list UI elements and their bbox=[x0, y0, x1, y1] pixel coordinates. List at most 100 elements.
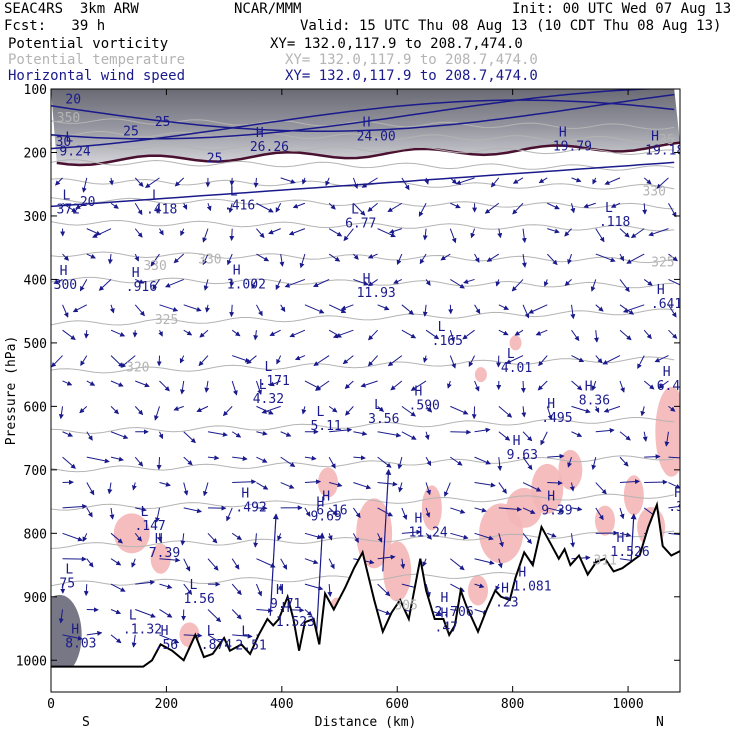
wind-vector bbox=[62, 504, 88, 509]
wind-vector bbox=[522, 482, 542, 492]
extremum-value-label: 24.00 bbox=[357, 129, 396, 144]
wind-vector bbox=[619, 279, 630, 293]
wind-vector bbox=[110, 583, 126, 592]
wind-vector bbox=[329, 427, 353, 433]
extremum-value-label: 8.03 bbox=[65, 637, 96, 652]
wind-vector bbox=[183, 583, 193, 595]
wind-vector bbox=[110, 431, 129, 440]
wind-vector bbox=[522, 507, 536, 514]
wind-vector bbox=[62, 456, 76, 469]
wind-vector bbox=[564, 279, 572, 286]
wind-vector bbox=[401, 177, 410, 191]
wind-vector bbox=[231, 380, 238, 396]
wind-vector bbox=[569, 482, 575, 492]
wind-vector bbox=[602, 355, 621, 365]
wind-vector bbox=[495, 583, 500, 592]
extremum-value-label: .47 bbox=[435, 621, 458, 636]
extremum-value-label: .492 bbox=[235, 501, 266, 516]
wind-vector bbox=[668, 503, 680, 509]
wind-vector bbox=[668, 253, 678, 262]
wind-vector bbox=[229, 228, 235, 242]
wind-vector bbox=[387, 355, 403, 367]
wind-vector bbox=[389, 228, 403, 234]
theta-label: 305 bbox=[394, 598, 417, 613]
wind-vector bbox=[256, 202, 274, 213]
wind-vector bbox=[301, 177, 307, 185]
wind-vector bbox=[377, 554, 396, 560]
y-tick-label: 400 bbox=[24, 273, 47, 288]
wind-vector bbox=[79, 279, 88, 292]
wind-vector bbox=[277, 533, 282, 541]
legend-wind-label: Horizontal wind speed bbox=[8, 68, 186, 84]
wind-vector bbox=[619, 479, 641, 485]
wind-vector bbox=[498, 329, 509, 336]
extremum-value-label: 3.56 bbox=[368, 412, 399, 427]
extremum-value-label: .165 bbox=[432, 334, 463, 349]
wind-vector bbox=[62, 253, 69, 261]
valid-time-label: Valid: 15 UTC Thu 08 Aug 13 (10 CDT Thu … bbox=[300, 18, 722, 34]
extremum-type-label: H bbox=[674, 486, 682, 501]
wind-vector bbox=[232, 355, 251, 363]
wind-vector bbox=[75, 202, 87, 209]
wind-vector bbox=[51, 355, 63, 368]
wind-vector bbox=[134, 533, 142, 542]
wind-vector bbox=[159, 557, 181, 563]
wind-vector bbox=[183, 507, 203, 514]
wind-vector bbox=[497, 558, 503, 569]
wind-vector bbox=[619, 532, 632, 538]
wind-vector bbox=[377, 456, 392, 468]
wind-vector bbox=[377, 405, 385, 412]
wind-vector bbox=[328, 228, 343, 237]
extremum-value-label: 6.16 bbox=[316, 503, 347, 518]
wind-vector bbox=[511, 279, 524, 292]
wind-speed-contour bbox=[51, 99, 675, 150]
wind-vector bbox=[603, 405, 621, 413]
x-tick-label: 1000 bbox=[612, 697, 643, 712]
wind-vector bbox=[424, 431, 430, 441]
wind-vector bbox=[304, 558, 319, 565]
wind-vector bbox=[418, 203, 427, 217]
wind-vector bbox=[425, 456, 432, 467]
wind-vector bbox=[110, 202, 119, 209]
wind-vector bbox=[202, 253, 209, 266]
y-tick-label: 200 bbox=[24, 146, 47, 161]
wind-vector bbox=[79, 406, 88, 414]
wind-vector bbox=[595, 507, 604, 521]
wind-vector bbox=[256, 558, 276, 568]
wind-vector bbox=[604, 177, 621, 185]
positive-pv-patch bbox=[594, 505, 615, 536]
wind-vector bbox=[82, 533, 88, 542]
wind-vector bbox=[648, 228, 669, 237]
extremum-type-label: H bbox=[322, 489, 330, 504]
wind-vector bbox=[497, 228, 503, 239]
wind-vector bbox=[543, 279, 549, 287]
wind-vector bbox=[583, 202, 596, 209]
wind-vector bbox=[294, 355, 306, 361]
y-tick-label: 500 bbox=[24, 337, 47, 352]
wind-vector bbox=[55, 177, 63, 186]
extremum-type-label: L bbox=[65, 131, 73, 146]
extremum-value-label: 1.002 bbox=[227, 277, 266, 292]
y-axis-title: Pressure (hPa) bbox=[4, 336, 19, 446]
wind-vector bbox=[340, 304, 354, 311]
legend-pv-label: Potential vorticity bbox=[8, 36, 169, 52]
wind-vector bbox=[110, 456, 124, 462]
extremum-type-label: H bbox=[276, 583, 284, 598]
wind-vector bbox=[110, 355, 124, 368]
extremum-value-label: .418 bbox=[146, 202, 177, 217]
extremum-type-label: H bbox=[415, 385, 423, 400]
wind-vector bbox=[401, 431, 417, 440]
extremum-value-label: 372 bbox=[57, 202, 80, 217]
wind-vector bbox=[343, 228, 354, 242]
extremum-value-label: .171 bbox=[259, 374, 290, 389]
terrain-line bbox=[51, 500, 680, 668]
wind-vector bbox=[134, 228, 143, 238]
wind-vector bbox=[328, 507, 338, 516]
wind-vector bbox=[474, 253, 480, 263]
wind-vector bbox=[424, 177, 430, 185]
wind-vector bbox=[498, 506, 523, 512]
extremum-value-label: 1.523 bbox=[276, 615, 315, 630]
wind-vector bbox=[196, 405, 209, 412]
wind-vector bbox=[450, 532, 469, 540]
extremum-value-label: 11.93 bbox=[357, 286, 396, 301]
